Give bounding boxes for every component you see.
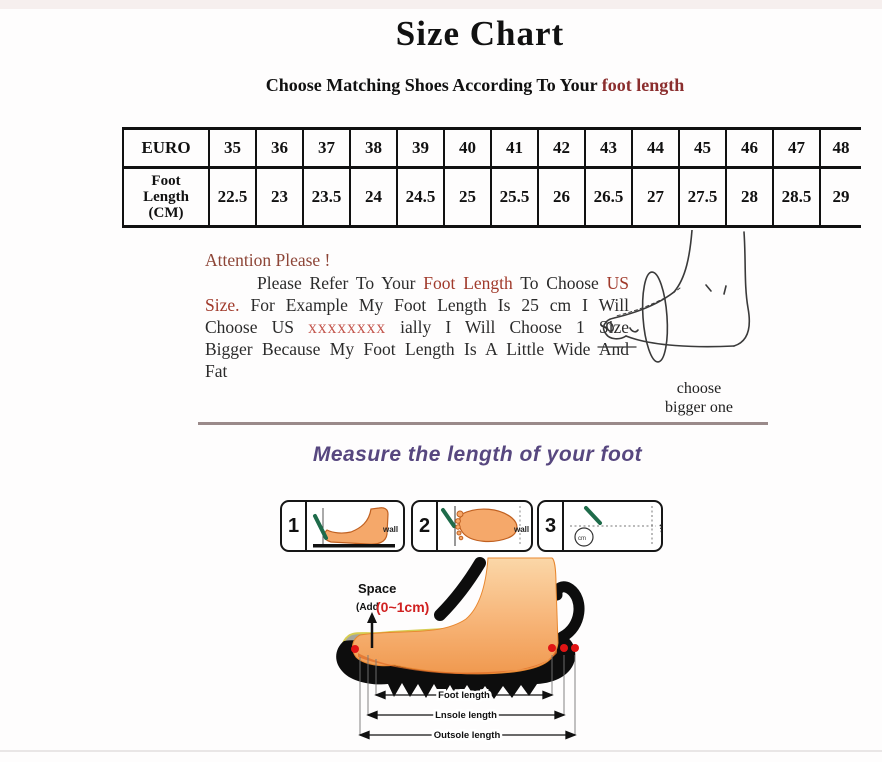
page-title: Size Chart <box>395 14 565 53</box>
measure-dot <box>548 644 556 652</box>
foot-length-label: Foot length <box>438 690 490 701</box>
wall-label: wall <box>382 525 398 534</box>
attention-paragraph: Please Refer To Your Foot Length To Choo… <box>205 273 629 381</box>
step-number: 3 <box>539 502 564 550</box>
wall-label: wall <box>513 525 529 534</box>
euro-size: 41 <box>490 127 538 169</box>
euro-size: 37 <box>302 127 350 169</box>
step-2-illustration: wall <box>438 502 531 550</box>
heel-counter-shape <box>551 581 585 643</box>
measure-step-2: 2 wall <box>411 500 533 552</box>
subtitle-highlight: foot length <box>601 75 685 95</box>
euro-size: 47 <box>772 127 820 169</box>
foot-line-drawing <box>597 230 751 363</box>
foot-length-value: 24 <box>349 167 397 228</box>
choose-bigger-caption: choose bigger one <box>665 380 733 416</box>
euro-size: 40 <box>443 127 491 169</box>
euro-size: 48 <box>819 127 861 169</box>
page-subtitle: Choose Matching Shoes According To Your … <box>80 75 870 96</box>
foot-length-value: 26 <box>537 167 585 228</box>
shoe-vamp-line <box>434 557 486 621</box>
step-3-illustration: cm wall <box>564 502 662 550</box>
cm-label: cm <box>578 536 586 542</box>
foot-length-value: 27.5 <box>678 167 726 228</box>
foot-shape <box>352 557 559 675</box>
space-label: Space <box>358 581 396 596</box>
foot-length-value: 24.5 <box>396 167 444 228</box>
size-table: EURO 35 36 37 38 39 40 41 42 43 44 45 46… <box>122 127 861 228</box>
section-divider <box>198 422 768 425</box>
foot-length-value: 22.5 <box>208 167 256 228</box>
measure-dot <box>560 644 568 652</box>
euro-header: EURO <box>122 127 209 169</box>
measure-step-3: 3 cm wall <box>537 500 663 552</box>
step-number: 1 <box>282 502 307 550</box>
foot-length-header: Foot Length (CM) <box>122 167 209 228</box>
measure-dot <box>351 645 359 653</box>
attention-note: Attention Please ! Please Refer To Your … <box>205 249 629 382</box>
step-1-illustration: wall <box>307 502 403 550</box>
measure-heading: Measure the length of your foot <box>312 443 643 466</box>
table-row-euro: EURO 35 36 37 38 39 40 41 42 43 44 45 46… <box>122 127 861 169</box>
step-number: 2 <box>413 502 438 550</box>
foot-length-value: 28.5 <box>772 167 820 228</box>
wall-label: wall <box>657 522 662 539</box>
euro-size: 36 <box>255 127 303 169</box>
foot-length-value: 27 <box>631 167 679 228</box>
measure-distance-icon: cm wall <box>570 506 662 547</box>
foot-length-value: 28 <box>725 167 773 228</box>
insole-length-label: Lnsole length <box>435 710 497 721</box>
euro-size: 39 <box>396 127 444 169</box>
foot-length-value: 26.5 <box>584 167 632 228</box>
table-row-foot-length: Foot Length (CM) 22.5 23 23.5 24 24.5 25… <box>122 167 861 228</box>
footprint-top-view-icon: wall <box>441 506 529 546</box>
measure-step-1: 1 wall <box>280 500 405 552</box>
euro-size: 42 <box>537 127 585 169</box>
subtitle-text: Choose Matching Shoes According To Your <box>265 75 602 95</box>
euro-size: 46 <box>725 127 773 169</box>
guide-lines <box>359 655 576 735</box>
add-prefix-label: (Add <box>356 602 379 613</box>
foot-length-value: 23.5 <box>302 167 350 228</box>
foot-in-shoe-diagram: Space (Add (0~1cm) Foot length Lnsole <box>336 557 585 744</box>
foot-length-header-lines: Foot Length (CM) <box>143 173 189 221</box>
euro-size: 38 <box>349 127 397 169</box>
measure-dot <box>571 644 579 652</box>
top-edge-tint <box>0 0 882 9</box>
attention-heading: Attention Please ! <box>205 250 331 270</box>
euro-size: 43 <box>584 127 632 169</box>
dimension-arrows <box>358 690 577 740</box>
euro-size: 45 <box>678 127 726 169</box>
euro-size: 44 <box>631 127 679 169</box>
foot-length-value: 29 <box>819 167 861 228</box>
foot-length-value: 25.5 <box>490 167 538 228</box>
foot-length-value: 25 <box>443 167 491 228</box>
bottom-divider <box>0 750 882 752</box>
outsole-length-label: Outsole length <box>434 730 501 741</box>
euro-size: 35 <box>208 127 256 169</box>
foot-against-wall-side-icon: wall <box>313 507 398 548</box>
space-arrowhead <box>367 612 377 623</box>
foot-length-value: 23 <box>255 167 303 228</box>
add-value-label: (0~1cm) <box>376 599 429 615</box>
